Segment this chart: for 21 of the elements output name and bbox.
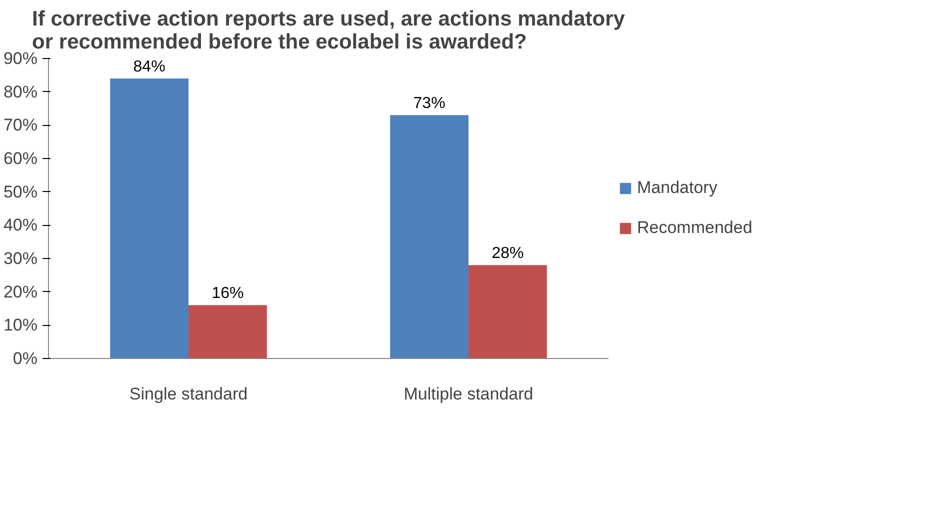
y-tick-label: 70% — [3, 116, 38, 135]
y-tick-label: 80% — [3, 82, 38, 102]
y-tick-label: 60% — [3, 149, 38, 168]
data-label: 16% — [212, 285, 244, 302]
y-tick-label: 30% — [3, 249, 38, 268]
y-tick-label: 10% — [3, 316, 38, 335]
y-tick-label: 0% — [12, 349, 38, 368]
y-tick-label: 40% — [3, 216, 38, 235]
y-tick-label: 20% — [3, 282, 38, 302]
legend-label: Mandatory — [637, 178, 718, 198]
bar — [110, 78, 188, 358]
data-label: 84% — [133, 58, 166, 76]
bar — [188, 305, 267, 358]
data-label: 28% — [492, 245, 524, 262]
x-tick-label: Single standard — [129, 384, 248, 404]
data-label: 73% — [413, 95, 446, 112]
bar — [468, 265, 547, 358]
y-tick-label: 50% — [3, 182, 38, 202]
bar — [390, 115, 468, 358]
legend-label: Recommended — [637, 218, 752, 238]
x-tick-label: Multiple standard — [404, 384, 534, 404]
